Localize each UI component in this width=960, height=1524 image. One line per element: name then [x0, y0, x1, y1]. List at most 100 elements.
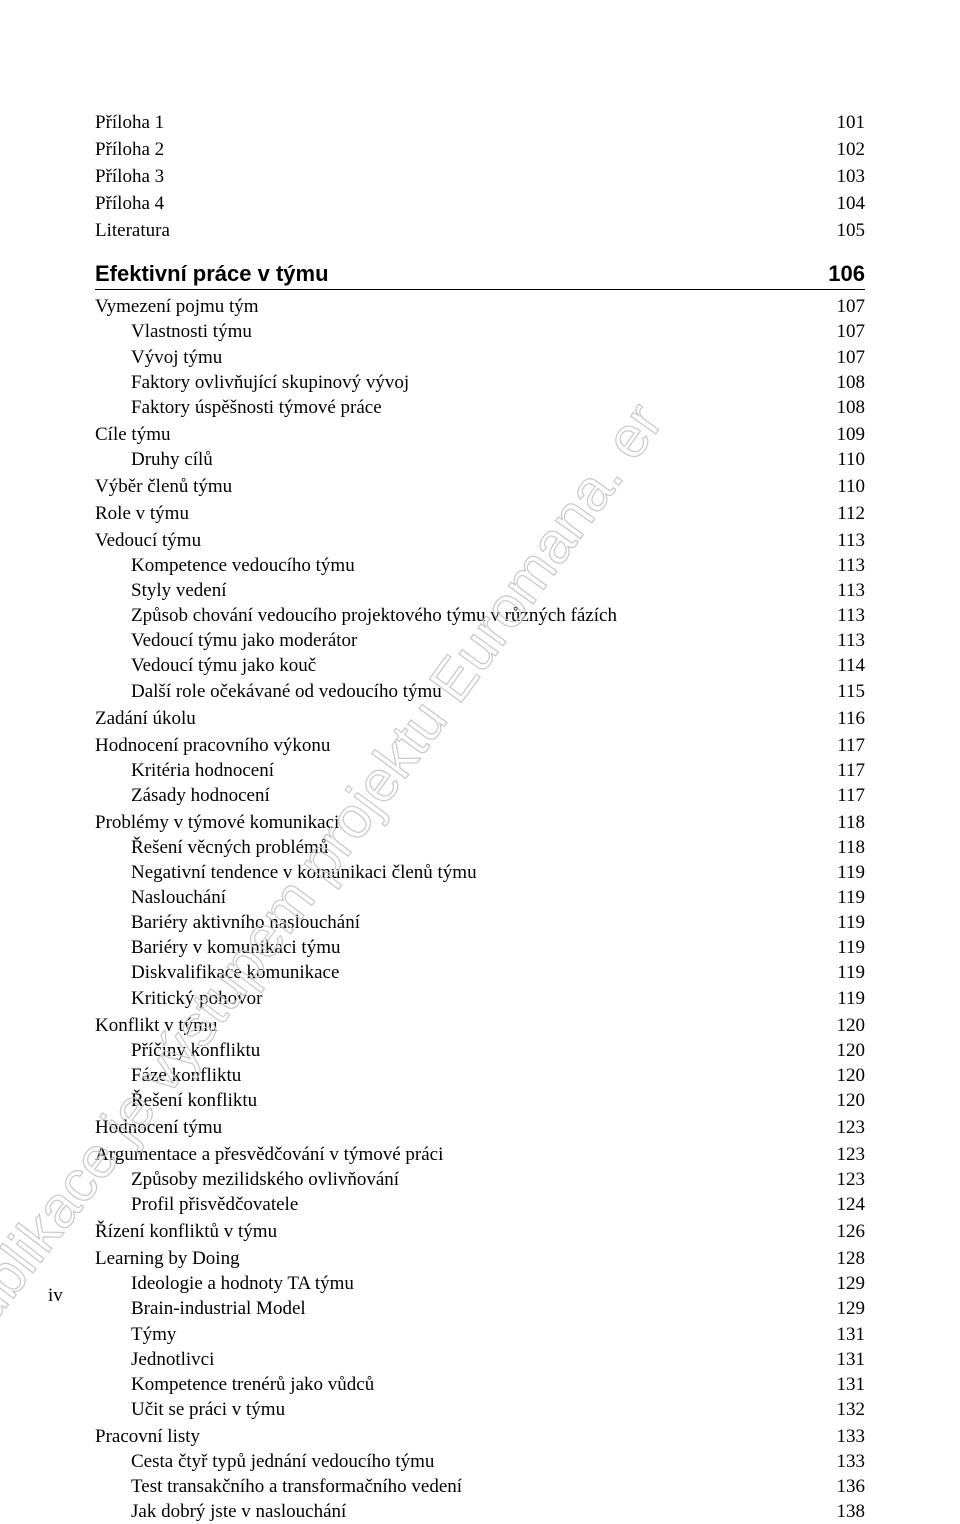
- toc-page: 107: [837, 345, 866, 370]
- toc-label: Kompetence trenérů jako vůdců: [131, 1372, 374, 1397]
- toc-page: 117: [837, 783, 865, 808]
- toc-label: Naslouchání: [131, 885, 226, 910]
- toc-page: 120: [837, 1038, 866, 1063]
- toc-label: Způsob chování vedoucího projektového tý…: [131, 603, 617, 628]
- toc-page: 123: [837, 1167, 866, 1192]
- toc-row: Profil přisvědčovatele124: [95, 1192, 865, 1217]
- toc-row: Vedoucí týmu jako kouč114: [95, 653, 865, 678]
- toc-page: 109: [837, 422, 866, 447]
- toc-row: Literatura105: [95, 218, 865, 243]
- toc-row: Způsoby mezilidského ovlivňování123: [95, 1167, 865, 1192]
- toc-label: Druhy cílů: [131, 447, 213, 472]
- toc-row: Hodnocení týmu 123: [95, 1115, 865, 1140]
- toc-page: 133: [837, 1449, 866, 1474]
- toc-page: 108: [837, 395, 866, 420]
- toc-page: 119: [837, 885, 865, 910]
- toc-row: Vlastnosti týmu107: [95, 319, 865, 344]
- toc-row: Faktory úspěšnosti týmové práce108: [95, 395, 865, 420]
- toc-page: 123: [837, 1142, 866, 1167]
- toc-row: Výběr členů týmu 110: [95, 474, 865, 499]
- toc-row: Učit se práci v týmu132: [95, 1397, 865, 1422]
- toc-row: Faktory ovlivňující skupinový vývoj 108: [95, 370, 865, 395]
- toc-label: Konflikt v týmu: [95, 1013, 217, 1038]
- toc-page: 133: [837, 1424, 866, 1449]
- toc-row: Kritický pohovor119: [95, 986, 865, 1011]
- toc-page: 119: [837, 935, 865, 960]
- toc-label: Role v týmu: [95, 501, 189, 526]
- toc-label: Hodnocení pracovního výkonu: [95, 733, 330, 758]
- toc-label: Další role očekávané od vedoucího týmu: [131, 679, 442, 704]
- toc-page: 101: [837, 110, 866, 135]
- toc-label: Kritický pohovor: [131, 986, 262, 1011]
- toc-row: Příloha 2102: [95, 137, 865, 162]
- toc-row: Styly vedení113: [95, 578, 865, 603]
- toc-label: Výběr členů týmu: [95, 474, 232, 499]
- toc-page: 120: [837, 1088, 866, 1113]
- toc-row: Zadání úkolu116: [95, 706, 865, 731]
- toc-row: Vedoucí týmu jako moderátor113: [95, 628, 865, 653]
- toc-row: Fáze konfliktu120: [95, 1063, 865, 1088]
- toc-row: Kritéria hodnocení 117: [95, 758, 865, 783]
- toc-page: 113: [837, 528, 865, 553]
- toc-label: Vedoucí týmu jako kouč: [131, 653, 316, 678]
- toc-page: 124: [837, 1192, 866, 1217]
- toc-row: Cesta čtyř typů jednání vedoucího týmu13…: [95, 1449, 865, 1474]
- toc-page: 102: [837, 137, 866, 162]
- toc-label: Hodnocení týmu: [95, 1115, 222, 1140]
- toc-row: Hodnocení pracovního výkonu117: [95, 733, 865, 758]
- toc-label: Learning by Doing: [95, 1246, 240, 1271]
- toc-label: Styly vedení: [131, 578, 227, 603]
- toc-page: 119: [837, 960, 865, 985]
- toc-row: Test transakčního a transformačního vede…: [95, 1474, 865, 1499]
- toc-label: Zásady hodnocení: [131, 783, 270, 808]
- toc-label: Vedoucí týmu jako moderátor: [131, 628, 357, 653]
- toc-row: Naslouchání 119: [95, 885, 865, 910]
- toc-row: Argumentace a přesvědčování v týmové prá…: [95, 1142, 865, 1167]
- toc-label: Příloha 4: [95, 191, 164, 216]
- toc-label: Cíle týmu: [95, 422, 170, 447]
- toc-label: Příloha 3: [95, 164, 164, 189]
- section-page: 106: [805, 261, 865, 290]
- toc-row: Role v týmu 112: [95, 501, 865, 526]
- toc-row: Příloha 3103: [95, 164, 865, 189]
- toc-label: Fáze konfliktu: [131, 1063, 241, 1088]
- toc-row: Jednotlivci131: [95, 1347, 865, 1372]
- toc-label: Kritéria hodnocení: [131, 758, 274, 783]
- toc-page: 110: [837, 447, 865, 472]
- toc-label: Příčiny konfliktu: [131, 1038, 260, 1063]
- toc-row: Řízení konfliktů v týmu126: [95, 1219, 865, 1244]
- toc-page: 116: [837, 706, 865, 731]
- toc-page: 107: [837, 294, 866, 319]
- toc-page: 117: [837, 758, 865, 783]
- toc-row: Příloha 4104: [95, 191, 865, 216]
- toc-row: Vývoj týmu107: [95, 345, 865, 370]
- toc-row: Bariéry v komunikaci týmu119: [95, 935, 865, 960]
- toc-row: Learning by Doing 128: [95, 1246, 865, 1271]
- toc-row: Vymezení pojmu tým107: [95, 294, 865, 319]
- toc-page: 108: [837, 370, 866, 395]
- toc-page: 112: [837, 501, 865, 526]
- toc-label: Negativní tendence v komunikaci členů tý…: [131, 860, 477, 885]
- toc-label: Pracovní listy: [95, 1424, 200, 1449]
- toc-row: Řešení konfliktu120: [95, 1088, 865, 1113]
- toc-label: Učit se práci v týmu: [131, 1397, 285, 1422]
- toc-block-1: Příloha 1101Příloha 2102Příloha 3103Příl…: [95, 110, 865, 243]
- toc-row: Bariéry aktivního naslouchání119: [95, 910, 865, 935]
- toc-label: Brain-industrial Model: [131, 1296, 306, 1321]
- toc-page: 123: [837, 1115, 866, 1140]
- toc-page: 115: [837, 679, 865, 704]
- toc-page: 131: [837, 1372, 866, 1397]
- toc-page: 118: [837, 810, 865, 835]
- toc-page: 131: [837, 1347, 866, 1372]
- section-title: Efektivní práce v týmu: [95, 261, 805, 290]
- toc-page: 105: [837, 218, 866, 243]
- toc-label: Faktory ovlivňující skupinový vývoj: [131, 370, 409, 395]
- toc-block-2: Vymezení pojmu tým107Vlastnosti týmu107V…: [95, 294, 865, 1524]
- toc-page: 110: [837, 474, 865, 499]
- toc-label: Vedoucí týmu: [95, 528, 201, 553]
- toc-page: 113: [837, 603, 865, 628]
- toc-page: 128: [837, 1246, 866, 1271]
- toc-row: Jak dobrý jste v naslouchání138: [95, 1499, 865, 1524]
- toc-row: Kompetence trenérů jako vůdců 131: [95, 1372, 865, 1397]
- toc-row: Cíle týmu 109: [95, 422, 865, 447]
